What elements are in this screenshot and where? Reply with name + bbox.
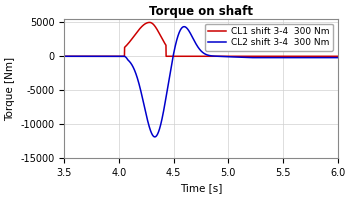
CL2 shift 3-4  300 Nm — [240, 56, 244, 58]
CL2 shift 3-4  300 Nm — [287, 56, 291, 59]
CL1 shift 3-4  300 Nm — [240, 55, 244, 57]
CL1 shift 3-4  300 Nm — [112, 55, 116, 57]
Line: CL1 shift 3-4  300 Nm: CL1 shift 3-4 300 Nm — [64, 22, 337, 56]
CL2 shift 3-4  300 Nm — [335, 56, 340, 59]
CL2 shift 3-4  300 Nm — [62, 55, 66, 57]
CL1 shift 3-4  300 Nm — [167, 55, 171, 57]
CL2 shift 3-4  300 Nm — [153, 136, 157, 138]
CL1 shift 3-4  300 Nm — [226, 55, 230, 57]
CL1 shift 3-4  300 Nm — [266, 55, 270, 57]
Line: CL2 shift 3-4  300 Nm: CL2 shift 3-4 300 Nm — [64, 27, 337, 137]
CL1 shift 3-4  300 Nm — [335, 55, 340, 57]
CL2 shift 3-4  300 Nm — [226, 56, 230, 58]
CL2 shift 3-4  300 Nm — [112, 55, 116, 57]
CL2 shift 3-4  300 Nm — [167, 79, 171, 82]
CL1 shift 3-4  300 Nm — [62, 55, 66, 57]
CL2 shift 3-4  300 Nm — [182, 26, 186, 28]
Title: Torque on shaft: Torque on shaft — [149, 5, 253, 18]
CL1 shift 3-4  300 Nm — [287, 55, 291, 57]
CL2 shift 3-4  300 Nm — [266, 56, 271, 59]
Y-axis label: Torque [Nm]: Torque [Nm] — [5, 56, 15, 121]
CL1 shift 3-4  300 Nm — [147, 21, 152, 24]
X-axis label: Time [s]: Time [s] — [180, 183, 222, 193]
Legend: CL1 shift 3-4  300 Nm, CL2 shift 3-4  300 Nm: CL1 shift 3-4 300 Nm, CL2 shift 3-4 300 … — [205, 24, 333, 51]
